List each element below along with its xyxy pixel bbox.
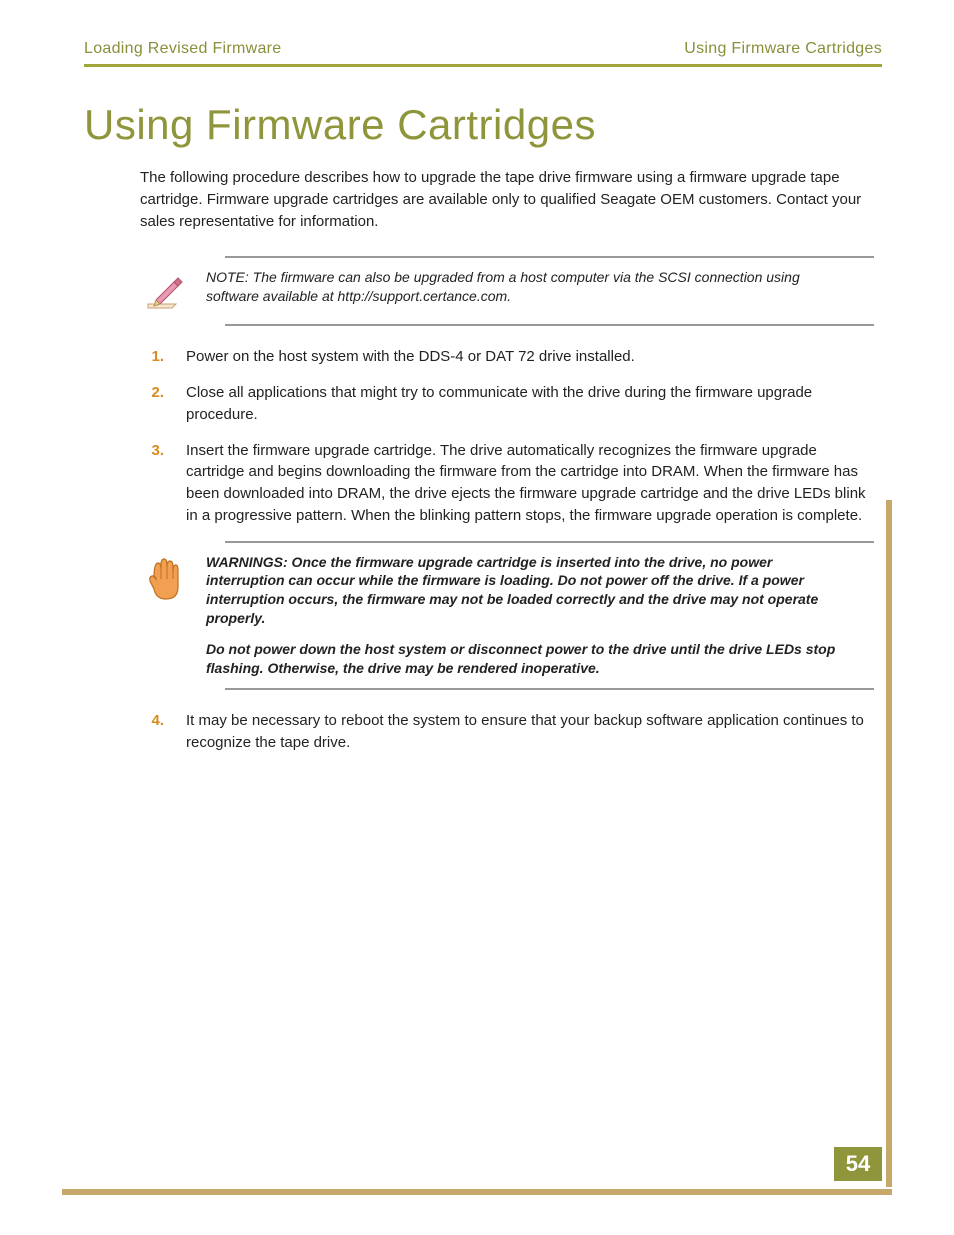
step-number: 1. (140, 346, 164, 368)
step-text: Insert the firmware upgrade cartridge. T… (186, 440, 874, 527)
step-number: 3. (140, 440, 164, 527)
callout-rule-bottom (225, 324, 874, 326)
step-number: 4. (140, 710, 164, 754)
warning-p2: Do not power down the host system or dis… (206, 640, 854, 678)
note-callout: NOTE: The firmware can also be upgraded … (140, 256, 874, 326)
step-item: 4. It may be necessary to reboot the sys… (140, 710, 874, 754)
pencil-note-icon (140, 268, 188, 314)
step-item: 1. Power on the host system with the DDS… (140, 346, 874, 368)
step-text: Power on the host system with the DDS-4 … (186, 346, 874, 368)
step-text: It may be necessary to reboot the system… (186, 710, 874, 754)
step-text: Close all applications that might try to… (186, 382, 874, 426)
page-title: Using Firmware Cartridges (84, 101, 882, 149)
step-number: 2. (140, 382, 164, 426)
bottom-margin-bar (62, 1189, 892, 1195)
running-header: Loading Revised Firmware Using Firmware … (84, 40, 882, 64)
header-right: Using Firmware Cartridges (684, 40, 882, 58)
steps-list-a: 1. Power on the host system with the DDS… (140, 346, 874, 526)
warning-p1: WARNINGS: Once the firmware upgrade cart… (206, 553, 854, 629)
page-container: Loading Revised Firmware Using Firmware … (0, 0, 954, 1235)
warning-callout: WARNINGS: Once the firmware upgrade cart… (140, 541, 874, 690)
header-rule (84, 64, 882, 67)
header-left: Loading Revised Firmware (84, 40, 282, 58)
intro-paragraph: The following procedure describes how to… (140, 167, 874, 232)
hand-stop-icon (140, 553, 188, 603)
step-item: 3. Insert the firmware upgrade cartridge… (140, 440, 874, 527)
callout-rule-bottom (225, 688, 874, 690)
note-text: NOTE: The firmware can also be upgraded … (206, 268, 874, 306)
page-number: 54 (834, 1147, 882, 1181)
right-margin-bar (886, 500, 892, 1187)
step-item: 2. Close all applications that might try… (140, 382, 874, 426)
warning-text: WARNINGS: Once the firmware upgrade cart… (206, 553, 874, 678)
steps-list-b: 4. It may be necessary to reboot the sys… (140, 710, 874, 754)
